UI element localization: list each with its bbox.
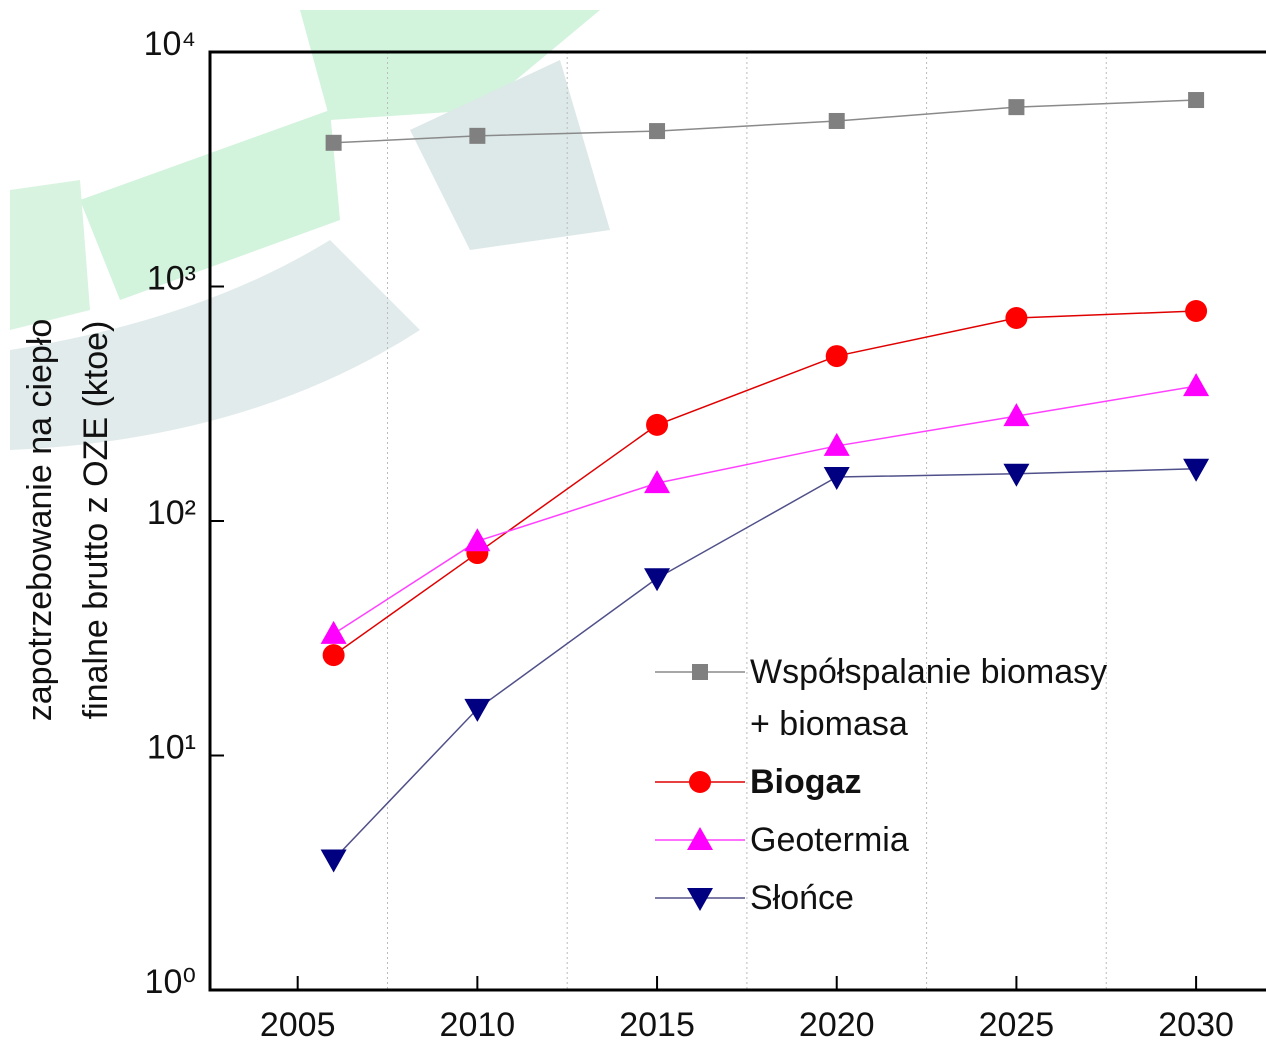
- x-tick-label: 2020: [799, 1006, 875, 1044]
- y-axis-label: zapotrzebowanie na ciepło: [21, 319, 59, 722]
- legend-key: [650, 756, 750, 808]
- marker: [644, 568, 670, 591]
- page: 20052010201520202025203010⁰10¹10²10³10⁴ …: [0, 0, 1266, 1044]
- legend-entry: Słońce: [650, 872, 1130, 924]
- legend: Współspalanie biomasy + biomasa Biogaz Geo…: [650, 646, 1130, 930]
- marker: [321, 850, 347, 873]
- legend-key: [650, 814, 750, 866]
- x-tick-label: 2015: [619, 1006, 695, 1044]
- legend-label: Biogaz: [750, 756, 1120, 808]
- y-tick-label: 10⁰: [145, 963, 196, 1001]
- legend-label: Słońce: [750, 872, 1120, 924]
- marker: [692, 664, 708, 680]
- marker: [687, 888, 713, 911]
- y-tick-label: 10⁴: [144, 25, 196, 63]
- legend-label: Geotermia: [750, 814, 1120, 866]
- marker: [1183, 373, 1209, 396]
- marker: [689, 771, 711, 793]
- y-axis-label: finalne brutto z OZE (ktoe): [77, 321, 115, 720]
- legend-entry: Biogaz: [650, 756, 1130, 808]
- marker: [829, 113, 845, 129]
- y-tick-label: 10¹: [147, 728, 196, 766]
- marker: [649, 123, 665, 139]
- marker: [464, 528, 490, 551]
- marker: [646, 414, 668, 436]
- marker: [1183, 459, 1209, 482]
- series-line: [334, 386, 1196, 634]
- legend-key: [650, 872, 750, 924]
- marker: [687, 827, 713, 850]
- marker: [1003, 464, 1029, 487]
- legend-entry: Geotermia: [650, 814, 1130, 866]
- marker: [321, 621, 347, 644]
- y-tick-label: 10²: [147, 494, 196, 532]
- legend-key: [650, 646, 750, 698]
- marker: [469, 128, 485, 144]
- marker: [824, 467, 850, 490]
- y-tick-label: 10³: [147, 259, 196, 297]
- marker: [326, 135, 342, 151]
- marker: [826, 345, 848, 367]
- x-tick-label: 2005: [260, 1006, 336, 1044]
- x-tick-label: 2025: [979, 1006, 1055, 1044]
- marker: [1185, 300, 1207, 322]
- x-tick-label: 2030: [1158, 1006, 1234, 1044]
- marker: [1005, 307, 1027, 329]
- legend-entry: Współspalanie biomasy + biomasa: [650, 646, 1130, 750]
- marker: [1188, 92, 1204, 108]
- marker: [323, 644, 345, 666]
- legend-label: Współspalanie biomasy + biomasa: [750, 646, 1120, 750]
- x-tick-label: 2010: [440, 1006, 516, 1044]
- marker: [1008, 99, 1024, 115]
- series-line: [334, 311, 1196, 655]
